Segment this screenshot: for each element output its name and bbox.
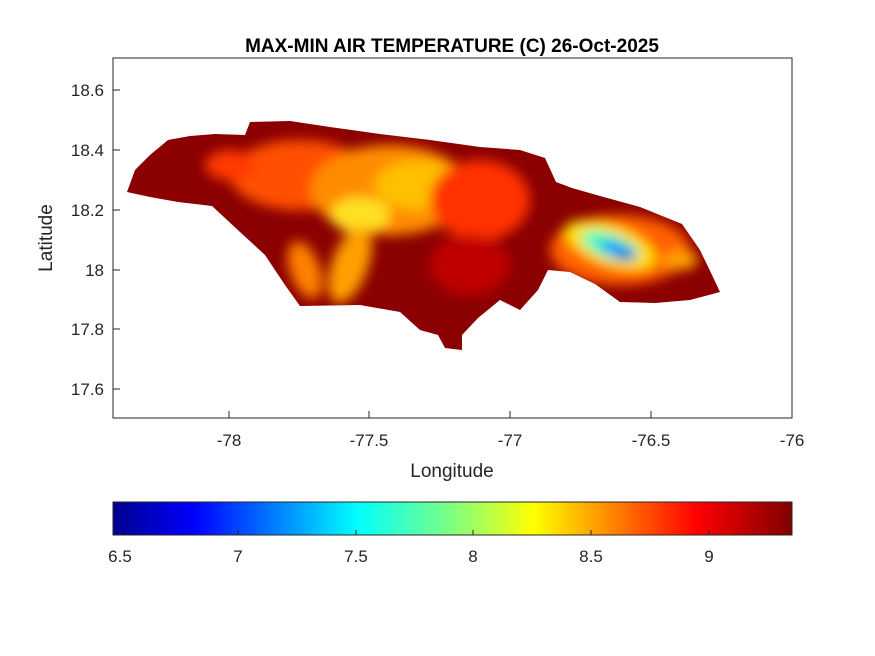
colorbar-tick-label: 8: [468, 547, 477, 566]
x-ticks: [228, 411, 652, 418]
y-tick-label: 18: [85, 261, 104, 280]
colorbar-tick-label: 6.5: [108, 547, 132, 566]
x-tick-label: -76: [780, 431, 805, 450]
y-tick-label: 18.6: [71, 81, 104, 100]
colorbar-tick-label: 7.5: [344, 547, 368, 566]
colorbar-ticks: [119, 530, 710, 535]
chart-title: MAX-MIN AIR TEMPERATURE (C) 26-Oct-2025: [245, 36, 659, 57]
colorbar-tick-label: 9: [704, 547, 713, 566]
y-tick-label: 18.4: [71, 141, 104, 160]
y-tick-label: 17.8: [71, 320, 104, 339]
x-tick-label: -77.5: [350, 431, 389, 450]
colorbar-tick-label: 8.5: [579, 547, 603, 566]
x-tick-label: -77: [498, 431, 523, 450]
y-tick-label: 18.2: [71, 201, 104, 220]
x-tick-label: -76.5: [632, 431, 671, 450]
x-tick-label: -78: [217, 431, 242, 450]
colorbar: [112, 501, 793, 536]
x-axis-label: Longitude: [410, 461, 493, 482]
y-tick-label: 17.6: [71, 380, 104, 399]
y-axis-label: Latitude: [36, 204, 57, 272]
y-ticks: [113, 89, 120, 390]
colorbar-tick-label: 7: [233, 547, 242, 566]
